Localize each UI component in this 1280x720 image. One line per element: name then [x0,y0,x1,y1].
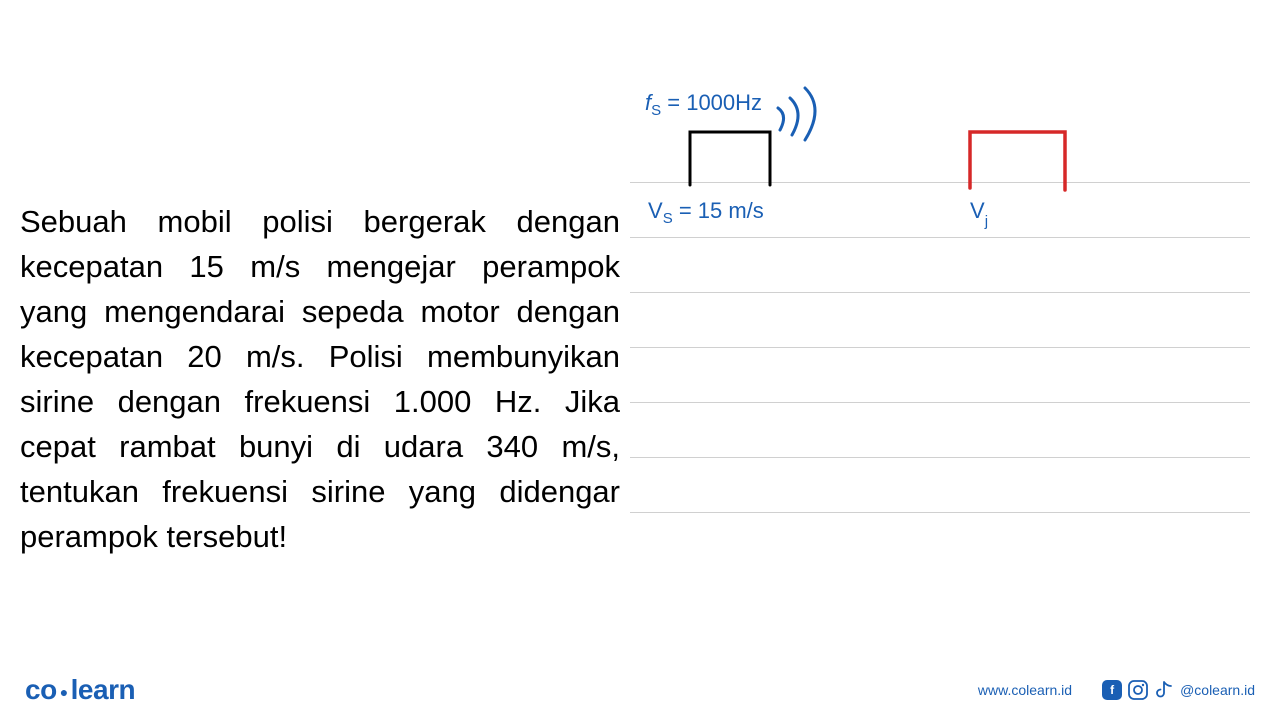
logo-dot: ● [60,684,68,700]
problem-text: Sebuah mobil polisi bergerak dengan kece… [0,0,630,640]
diagram-area: fS = 1000Hz VS = 15 m/s [630,0,1280,640]
logo-learn: learn [71,674,135,705]
ruled-line [630,512,1250,513]
ruled-line [630,457,1250,458]
police-box [690,132,770,185]
website-url: www.colearn.id [978,682,1072,698]
vs-label: VS = 15 m/s [648,198,764,227]
footer: co●learn www.colearn.id f @colearn.id [0,660,1280,720]
social-handle: @colearn.id [1180,682,1255,698]
main-container: Sebuah mobil polisi bergerak dengan kece… [0,0,1280,640]
robber-box [970,132,1065,190]
ruled-line [630,402,1250,403]
physics-diagram: fS = 1000Hz VS = 15 m/s [630,70,1270,270]
footer-right: www.colearn.id f @colearn.id [978,680,1255,700]
logo-co: co [25,674,57,705]
vj-label: Vj [970,198,988,230]
ruled-line [630,292,1250,293]
ruled-line [630,347,1250,348]
facebook-icon: f [1102,680,1122,700]
logo: co●learn [25,674,135,706]
fs-label: fS = 1000Hz [645,90,762,119]
sound-waves-icon [778,88,815,140]
instagram-icon [1128,680,1148,700]
social-links: f @colearn.id [1102,680,1255,700]
tiktok-icon [1154,680,1174,700]
